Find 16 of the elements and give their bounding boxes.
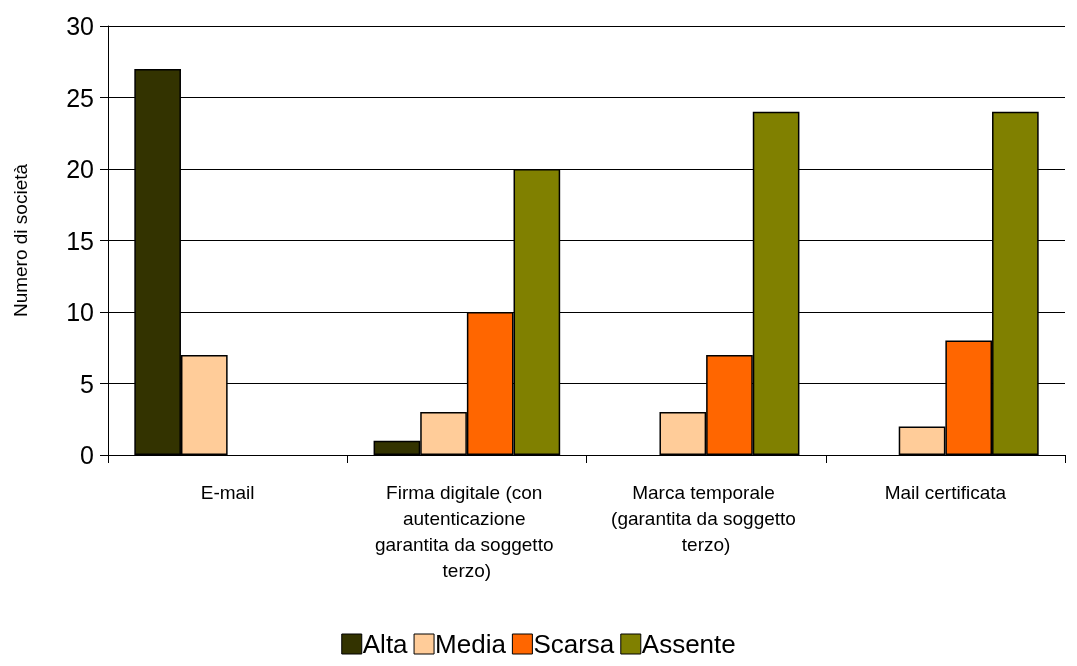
y-axis-title: Numero di società (10, 163, 31, 318)
y-tick-label: 5 (80, 369, 94, 398)
y-tick-label: 10 (66, 298, 94, 326)
x-tick-label: Firma digitale (con autenticazione garantita da soggetto terzo) (374, 481, 559, 581)
y-tick-label: 0 (80, 441, 94, 469)
legend-label: Assente (641, 629, 736, 659)
legend-label: Alta (362, 629, 409, 659)
legend-label: Scarsa (533, 629, 615, 659)
legend-label: Media (435, 629, 507, 659)
y-tick-label: 15 (66, 226, 94, 255)
x-tick-label: Mail certificata (884, 481, 1007, 503)
x-tick-label: E-mail (200, 481, 255, 503)
y-tick-label: 25 (66, 83, 94, 112)
y-tick-label: 20 (66, 155, 94, 183)
y-tick-label: 30 (66, 12, 94, 40)
x-tick-label: Marca temporale (garantita da soggetto terzo) (611, 481, 802, 555)
